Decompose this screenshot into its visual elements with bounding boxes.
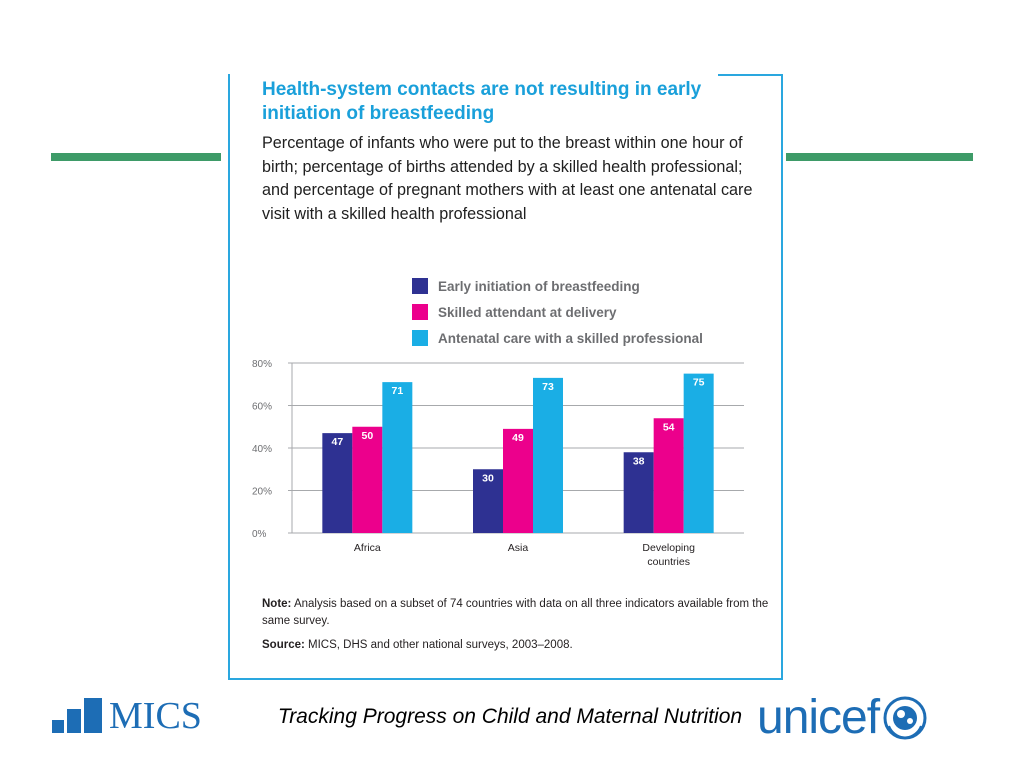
legend-item-skilled-attendant: Skilled attendant at delivery — [412, 299, 703, 325]
x-tick-label: Africa — [354, 542, 381, 554]
footer-caption: Tracking Progress on Child and Maternal … — [277, 705, 743, 728]
bar-chart: 0% 20% 40% 60% 80% 47 50 71 Africa 30 49 73 Asia 38 54… — [252, 359, 744, 568]
bar — [683, 373, 714, 533]
note-label: Note: — [262, 598, 292, 610]
y-tick-label: 0% — [252, 529, 267, 540]
legend-item-breastfeeding: Early initiation of breastfeeding — [412, 273, 703, 299]
data-label: 54 — [663, 421, 675, 433]
legend-item-antenatal-care: Antenatal care with a skilled profession… — [412, 325, 703, 351]
data-label: 49 — [512, 432, 524, 444]
figure-title: Health-system contacts are not resulting… — [262, 79, 702, 124]
data-label: 50 — [361, 430, 373, 442]
decorative-rule-right — [786, 153, 973, 161]
y-tick-label: 40% — [252, 444, 272, 455]
x-tick-label: Asia — [508, 542, 529, 554]
bar — [533, 377, 563, 533]
unicef-logo-text: unicef — [757, 691, 880, 744]
bar — [352, 426, 383, 533]
legend-label-skilled-attendant: Skilled attendant at delivery — [438, 304, 617, 320]
x-tick-label: countries — [647, 556, 690, 568]
data-label: 30 — [482, 472, 494, 484]
chart-note: Note: Analysis based on a subset of 74 c… — [262, 596, 772, 630]
mics-logo-bar-medium — [67, 709, 81, 733]
y-tick-label: 80% — [252, 359, 272, 370]
source-label: Source: — [262, 639, 305, 651]
chart-legend: Early initiation of breastfeeding Skille… — [412, 273, 703, 351]
data-label: 38 — [633, 455, 645, 467]
bar — [322, 433, 353, 533]
note-text: Analysis based on a subset of 74 countri… — [262, 598, 769, 627]
data-label: 73 — [542, 381, 554, 393]
source-text: MICS, DHS and other national surveys, 20… — [308, 639, 573, 651]
data-label: 71 — [391, 385, 403, 397]
y-tick-label: 60% — [252, 402, 272, 413]
bar — [503, 428, 533, 533]
legend-swatch-breastfeeding — [412, 278, 428, 294]
bar — [473, 469, 503, 533]
unicef-emblem-icon — [883, 696, 927, 740]
legend-label-breastfeeding: Early initiation of breastfeeding — [438, 278, 640, 294]
mics-logo: MICS — [52, 695, 202, 737]
x-tick-label: Developing — [642, 542, 695, 554]
bar — [382, 382, 413, 533]
figure-subtitle: Percentage of infants who were put to th… — [262, 134, 753, 223]
legend-label-antenatal-care: Antenatal care with a skilled profession… — [438, 330, 703, 346]
data-label: 47 — [331, 436, 343, 448]
panel-top-border — [718, 74, 781, 76]
bar — [623, 452, 654, 533]
data-label: 75 — [693, 377, 705, 389]
chart-source: Source: MICS, DHS and other national sur… — [262, 639, 772, 651]
decorative-rule-left — [51, 153, 221, 161]
mics-logo-bar-large — [84, 698, 102, 733]
legend-swatch-skilled-attendant — [412, 304, 428, 320]
y-tick-label: 20% — [252, 487, 272, 498]
mics-logo-bar-small — [52, 720, 64, 733]
unicef-logo: unicef — [757, 694, 927, 742]
bar — [653, 418, 684, 533]
mics-logo-text: MICS — [109, 695, 202, 737]
legend-swatch-antenatal-care — [412, 330, 428, 346]
